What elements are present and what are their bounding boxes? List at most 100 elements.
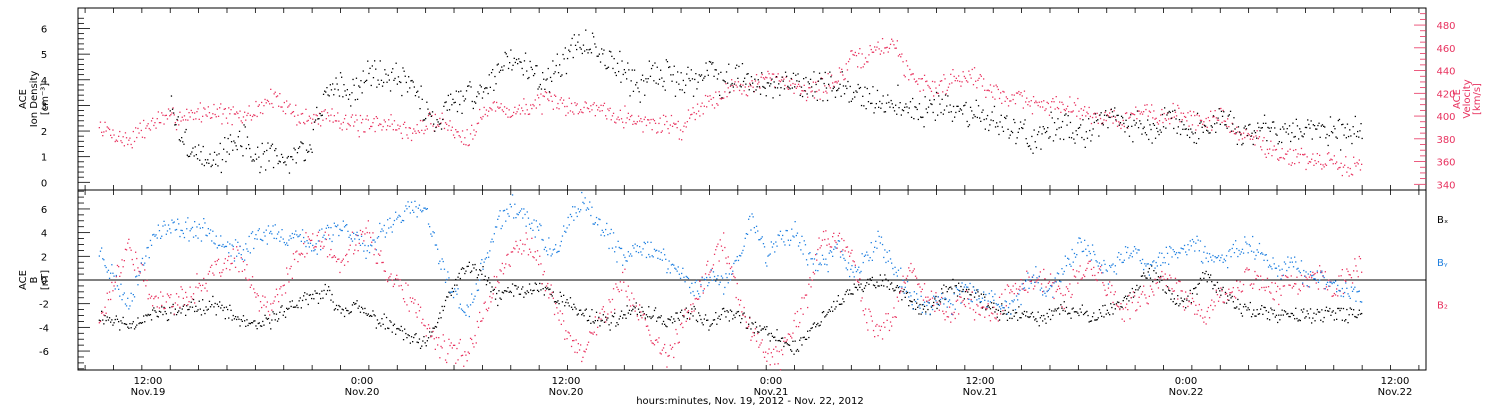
- density-point: [301, 142, 303, 144]
- bz-point: [1182, 306, 1185, 308]
- velocity-point: [304, 123, 306, 125]
- velocity-point: [1247, 132, 1249, 135]
- bx-point: [1005, 313, 1007, 315]
- by-point: [272, 225, 274, 227]
- by-point: [527, 217, 530, 219]
- bz-point: [349, 244, 351, 246]
- bz-point: [503, 267, 506, 269]
- bx-point: [256, 328, 258, 330]
- bz-point: [913, 268, 915, 270]
- density-point: [1055, 134, 1057, 136]
- velocity-point: [589, 111, 591, 113]
- velocity-point: [127, 143, 129, 146]
- b-tick-label: 2: [41, 252, 47, 263]
- density-point: [610, 51, 612, 53]
- velocity-point: [496, 101, 498, 104]
- by-point: [171, 219, 173, 221]
- density-point: [753, 90, 755, 93]
- velocity-point: [162, 114, 164, 116]
- velocity-point: [1320, 163, 1322, 165]
- velocity-point: [914, 81, 917, 83]
- density-point: [703, 77, 705, 79]
- bx-point: [711, 323, 713, 325]
- density-point: [512, 64, 514, 66]
- bx-point: [140, 322, 142, 324]
- density-point: [798, 80, 800, 83]
- bz-point: [481, 320, 483, 322]
- velocity-point: [138, 132, 140, 134]
- velocity-point: [376, 117, 379, 119]
- bz-point: [597, 326, 599, 328]
- bz-point: [1094, 274, 1096, 277]
- density-point: [845, 85, 847, 87]
- density-point: [484, 87, 486, 90]
- bx-point: [662, 320, 665, 323]
- by-point: [405, 205, 407, 207]
- bx-point: [121, 322, 123, 324]
- bx-point: [300, 307, 302, 309]
- density-point: [796, 80, 798, 82]
- bz-point: [820, 245, 822, 247]
- bx-point: [631, 310, 633, 312]
- bx-point: [418, 338, 421, 340]
- velocity-point: [819, 98, 821, 100]
- bz-point: [521, 253, 523, 255]
- bz-point: [506, 254, 508, 256]
- density-point: [1300, 131, 1302, 133]
- density-point: [394, 77, 396, 80]
- velocity-point: [838, 67, 841, 69]
- by-point: [153, 233, 155, 236]
- bx-point: [1104, 304, 1106, 306]
- velocity-point: [481, 118, 483, 120]
- density-point: [1181, 121, 1183, 123]
- density-point: [997, 125, 999, 128]
- bx-point: [862, 290, 864, 293]
- density-point: [266, 149, 268, 152]
- velocity-point: [1265, 156, 1267, 158]
- bz-point: [522, 243, 524, 245]
- bx-point: [1200, 279, 1203, 281]
- bz-point: [1279, 288, 1281, 290]
- velocity-point: [1297, 153, 1299, 155]
- velocity-point: [461, 130, 464, 132]
- bz-point: [1286, 276, 1288, 278]
- by-point: [267, 225, 270, 227]
- bz-point: [1197, 309, 1199, 312]
- bz-point: [429, 327, 431, 329]
- density-point: [1283, 128, 1285, 130]
- density-point: [778, 83, 780, 85]
- bz-point: [799, 321, 801, 324]
- bx-point: [755, 326, 758, 328]
- bx-point: [297, 306, 299, 309]
- bz-point: [887, 313, 889, 315]
- by-point: [318, 229, 321, 231]
- bx-point: [387, 327, 389, 329]
- by-point: [606, 222, 608, 225]
- bx-point: [400, 325, 402, 328]
- density-point: [944, 94, 947, 96]
- bx-point: [861, 289, 863, 291]
- bz-point: [651, 342, 653, 344]
- bz-point: [1021, 288, 1023, 290]
- bz-point: [846, 246, 849, 248]
- by-point: [416, 216, 418, 218]
- density-point: [319, 113, 321, 115]
- by-point: [385, 232, 388, 234]
- density-point: [950, 111, 952, 113]
- by-point: [431, 235, 433, 237]
- bz-point: [246, 264, 248, 266]
- bz-point: [329, 254, 331, 256]
- bx-point: [1269, 319, 1271, 321]
- bz-point: [1189, 292, 1191, 295]
- by-point: [486, 252, 489, 254]
- by-point: [197, 237, 199, 239]
- velocity-point: [1249, 138, 1251, 140]
- bz-point: [397, 278, 399, 280]
- bz-point: [1183, 309, 1186, 311]
- bz-point: [1148, 295, 1150, 297]
- by-point: [503, 209, 506, 212]
- velocity-point: [270, 88, 272, 90]
- bx-point: [239, 325, 241, 327]
- bz-point: [555, 302, 557, 305]
- bx-point: [286, 307, 288, 309]
